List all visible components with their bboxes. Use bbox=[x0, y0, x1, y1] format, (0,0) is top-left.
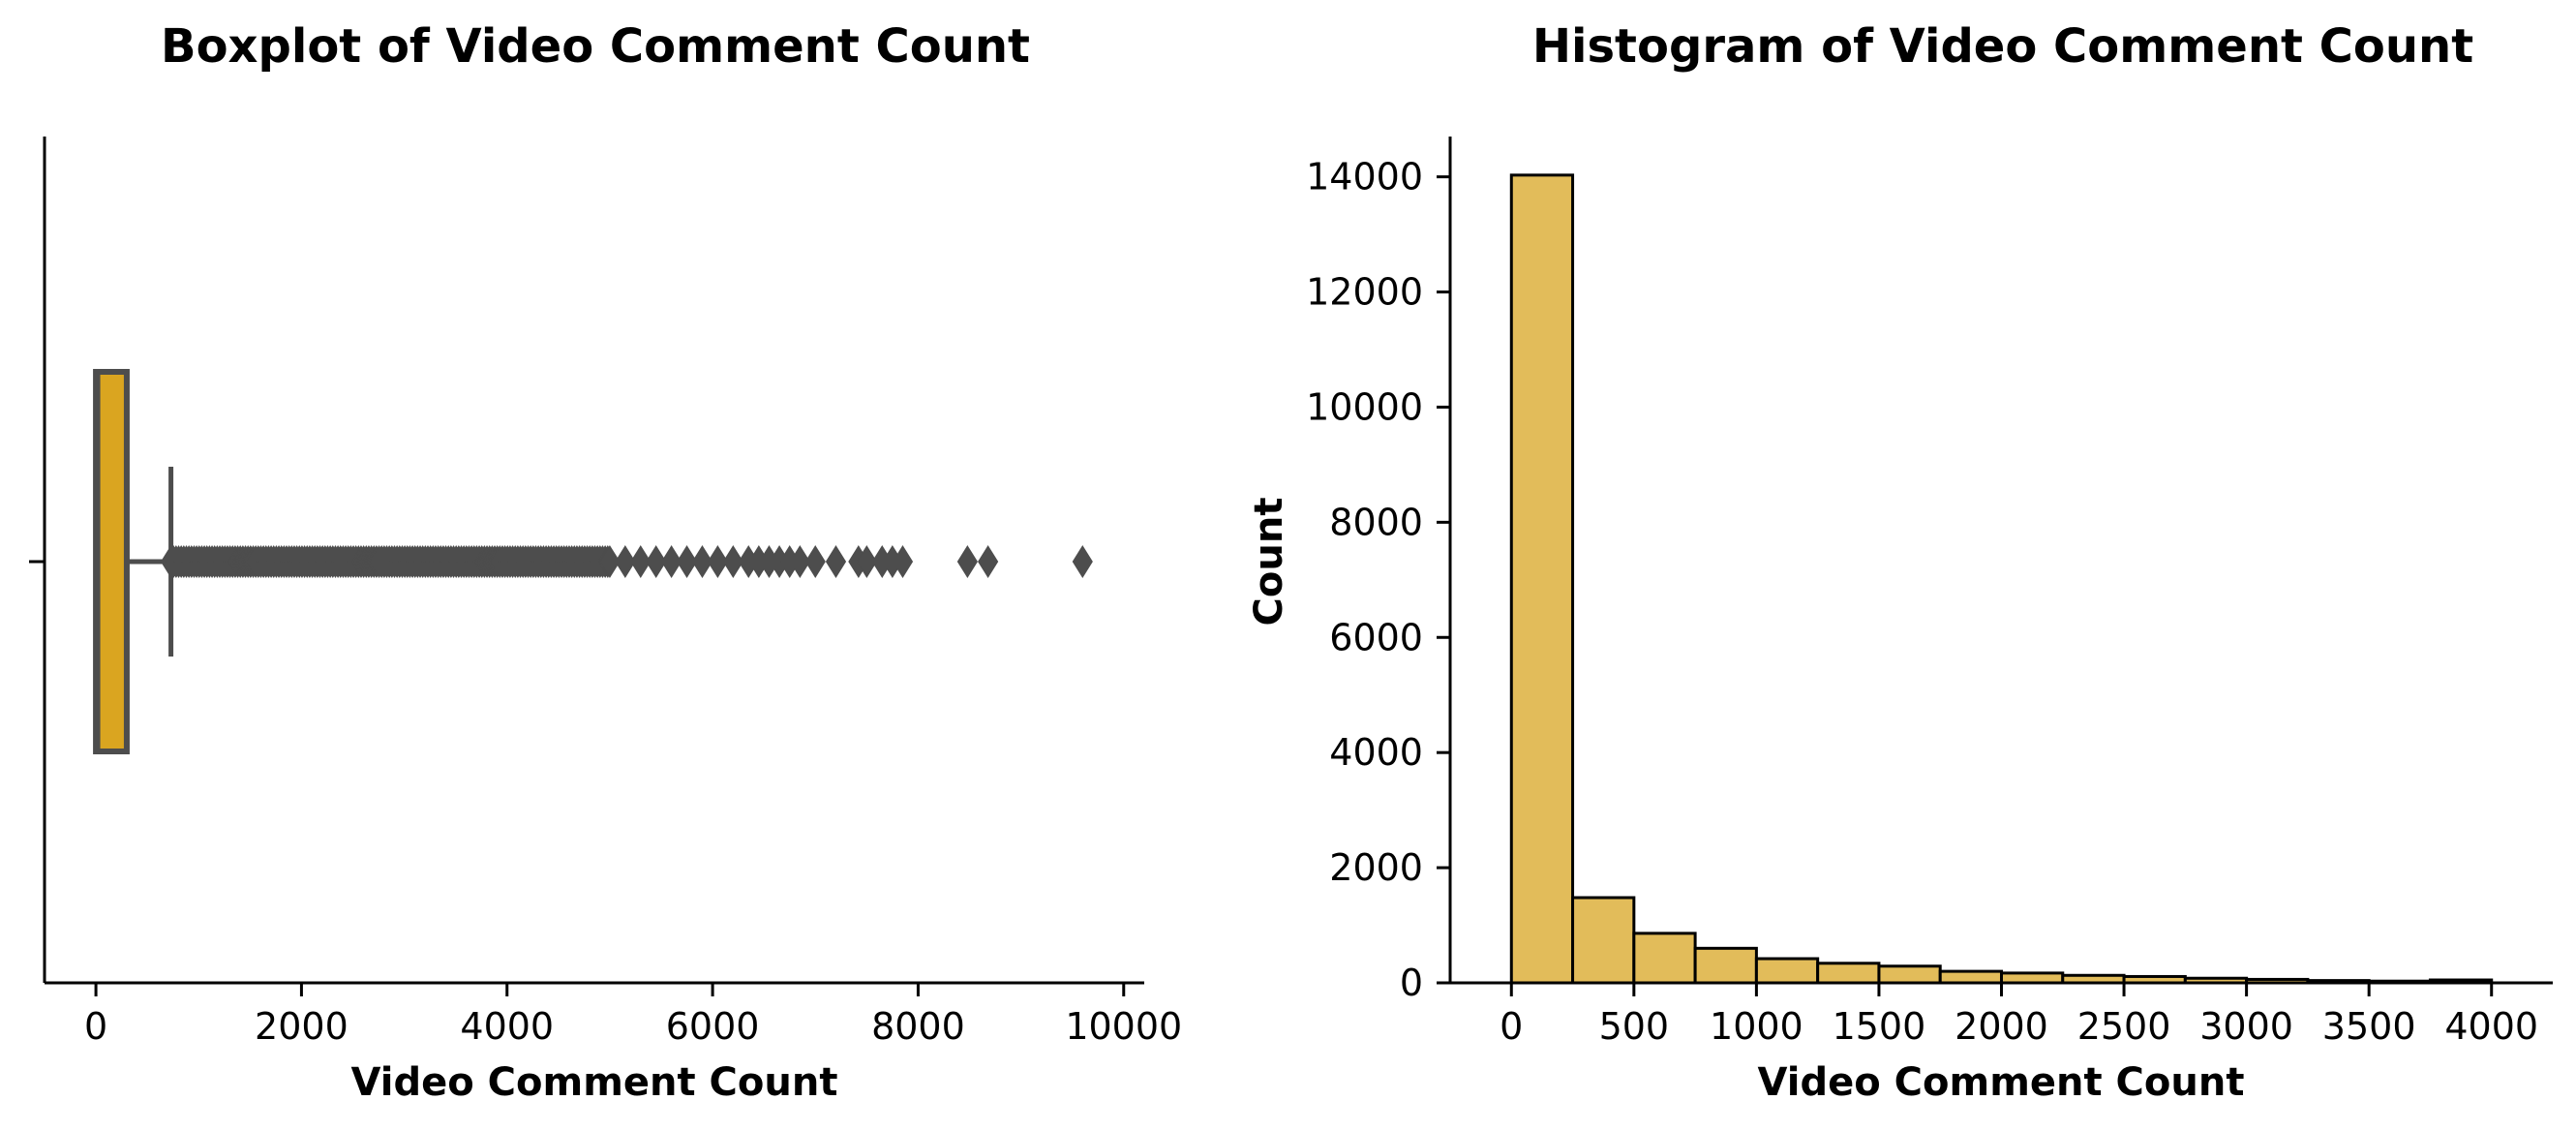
histogram-bar bbox=[1693, 946, 1758, 985]
boxplot-outlier bbox=[856, 545, 877, 578]
histogram-x-tick-label: 1000 bbox=[1710, 1005, 1803, 1048]
boxplot-panel: Boxplot of Video Comment Count 0 2000 4000… bbox=[29, 19, 1182, 1105]
histogram-x-tick-label: 3500 bbox=[2322, 1005, 2416, 1048]
boxplot-outlier bbox=[707, 545, 728, 578]
boxplot-x-tick-label: 2000 bbox=[255, 1005, 349, 1048]
histogram-x-ticks: 0 500 1000 1500 2000 2500 3000 3500 4000 bbox=[1500, 983, 2538, 1048]
histogram-bar bbox=[1754, 957, 1820, 985]
boxplot-outlier bbox=[825, 545, 847, 578]
boxplot-outlier bbox=[599, 545, 621, 578]
boxplot-outlier bbox=[892, 545, 914, 578]
boxplot-x-tick-label: 6000 bbox=[666, 1005, 760, 1048]
histogram-x-tick-label: 1500 bbox=[1833, 1005, 1926, 1048]
histogram-y-label: Count bbox=[1247, 498, 1291, 627]
histogram-bar bbox=[2000, 971, 2065, 985]
histogram-bar bbox=[1571, 896, 1636, 985]
histogram-bars bbox=[1509, 173, 2494, 985]
histogram-x-tick-label: 0 bbox=[1500, 1005, 1523, 1048]
histogram-y-tick-label: 8000 bbox=[1329, 501, 1423, 543]
boxplot-body bbox=[93, 369, 174, 754]
boxplot-box bbox=[93, 369, 130, 754]
boxplot-outlier bbox=[676, 545, 698, 578]
boxplot-outlier bbox=[661, 545, 682, 578]
histogram-x-label: Video Comment Count bbox=[1758, 1060, 2245, 1105]
histogram-y-tick-label: 2000 bbox=[1329, 846, 1423, 889]
boxplot-outliers bbox=[160, 545, 1093, 578]
boxplot-outlier bbox=[956, 545, 978, 578]
histogram-panel: Histogram of Video Comment Count 0 500 100… bbox=[1247, 19, 2553, 1105]
histogram-x-tick-label: 3000 bbox=[2199, 1005, 2293, 1048]
boxplot-x-ticks: 0 2000 4000 6000 8000 10000 bbox=[84, 983, 1182, 1048]
boxplot-outlier bbox=[789, 545, 810, 578]
histogram-x-tick-label: 4000 bbox=[2444, 1005, 2538, 1048]
histogram-bar bbox=[1509, 173, 1575, 985]
histogram-x-tick-label: 500 bbox=[1599, 1005, 1670, 1048]
histogram-y-tick-label: 0 bbox=[1400, 962, 1423, 1004]
histogram-bar bbox=[1632, 932, 1697, 985]
histogram-title: Histogram of Video Comment Count bbox=[1532, 19, 2473, 74]
histogram-y-tick-label: 10000 bbox=[1306, 385, 1423, 428]
histogram-x-tick-label: 2500 bbox=[2077, 1005, 2171, 1048]
boxplot-x-tick-label: 8000 bbox=[871, 1005, 965, 1048]
boxplot-outlier bbox=[978, 545, 999, 578]
histogram-y-tick-label: 4000 bbox=[1329, 731, 1423, 774]
boxplot-outlier bbox=[615, 545, 636, 578]
boxplot-x-tick-label: 4000 bbox=[460, 1005, 554, 1048]
boxplot-outlier bbox=[722, 545, 743, 578]
histogram-y-ticks: 0 2000 4000 6000 8000 10000 12000 14000 bbox=[1306, 156, 1450, 1004]
histogram-y-tick-label: 14000 bbox=[1306, 156, 1423, 199]
boxplot-x-tick-label: 10000 bbox=[1065, 1005, 1182, 1048]
boxplot-x-label: Video Comment Count bbox=[351, 1060, 838, 1105]
boxplot-outlier bbox=[630, 545, 652, 578]
histogram-bar bbox=[1877, 964, 1942, 985]
boxplot-outlier bbox=[691, 545, 713, 578]
boxplot-outlier bbox=[646, 545, 667, 578]
boxplot-outlier bbox=[1072, 545, 1093, 578]
boxplot-outlier bbox=[804, 545, 826, 578]
histogram-bar bbox=[1816, 962, 1881, 985]
histogram-y-tick-label: 6000 bbox=[1329, 616, 1423, 658]
boxplot-title: Boxplot of Video Comment Count bbox=[161, 19, 1030, 74]
histogram-x-tick-label: 2000 bbox=[1955, 1005, 2048, 1048]
boxplot-x-tick-label: 0 bbox=[84, 1005, 107, 1048]
histogram-y-tick-label: 12000 bbox=[1306, 271, 1423, 314]
histogram-bar bbox=[1938, 969, 2003, 985]
